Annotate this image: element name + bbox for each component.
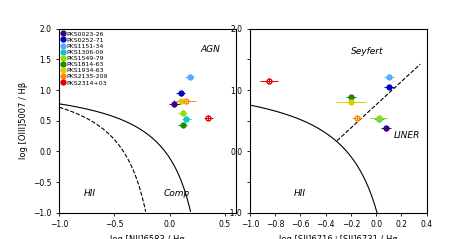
Text: HII: HII [83,189,96,198]
X-axis label: log [NII]6583 / Hα: log [NII]6583 / Hα [110,235,185,239]
Text: Comp: Comp [164,189,191,198]
Legend: PKS0023-26, PKS0252-71, PKS1151-34, PKS1306-09, PKS1549-79, PKS1814-63, PKS1934-: PKS0023-26, PKS0252-71, PKS1151-34, PKS1… [61,31,108,86]
Text: AGN: AGN [201,45,220,54]
Text: Seyfert: Seyfert [351,48,383,56]
X-axis label: log [SII]6716+[SII]6731 / Hα: log [SII]6716+[SII]6731 / Hα [279,235,398,239]
Text: LINER: LINER [394,131,420,140]
Y-axis label: log [OIII]5007 / Hβ: log [OIII]5007 / Hβ [18,82,27,159]
Text: HII: HII [294,189,306,198]
